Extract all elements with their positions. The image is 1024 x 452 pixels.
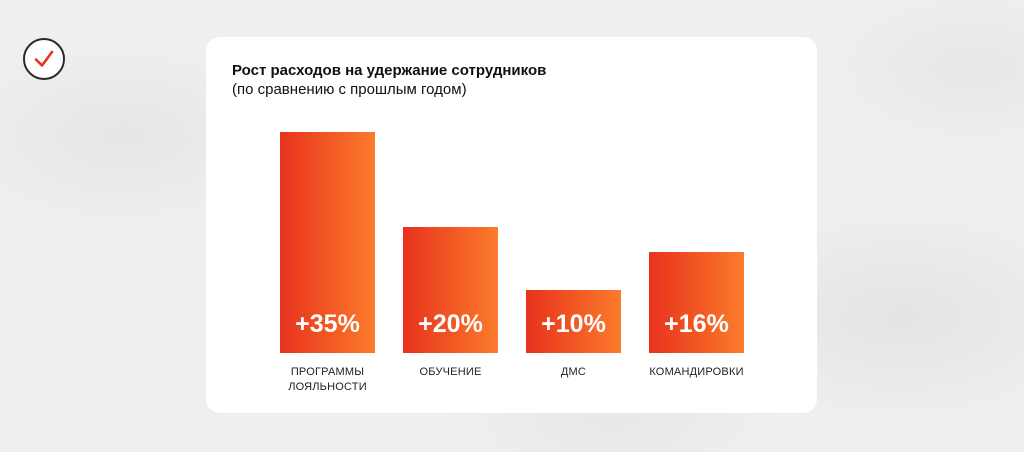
bar: +16% [649, 252, 744, 353]
bar-value-label: +35% [295, 310, 360, 338]
bar: +10% [526, 290, 621, 353]
bar: +35% [280, 132, 375, 353]
chart-title: Рост расходов на удержание сотрудников [232, 62, 547, 79]
logo [23, 38, 65, 80]
bar-value-label: +20% [418, 310, 483, 338]
category-label: ПРОГРАММЫ ЛОЯЛЬНОСТИ [260, 365, 395, 395]
category-label-line: ОБУЧЕНИЕ [419, 366, 482, 378]
category-label: КОМАНДИРОВКИ [629, 365, 764, 380]
category-label-line: КОМАНДИРОВКИ [649, 366, 744, 378]
checkmark-circle-icon [34, 50, 54, 67]
bar-value-label: +16% [664, 310, 729, 338]
category-label-line: ДМС [560, 366, 587, 378]
bar-value-label: +10% [541, 310, 606, 338]
category-label-line: ПРОГРАММЫ [290, 366, 365, 378]
category-label-line: ЛОЯЛЬНОСТИ [288, 381, 367, 393]
category-label: ДМС [506, 365, 641, 380]
bar: +20% [403, 227, 498, 353]
chart-subtitle: (по сравнению с прошлым годом) [232, 81, 467, 98]
category-label: ОБУЧЕНИЕ [383, 365, 518, 380]
